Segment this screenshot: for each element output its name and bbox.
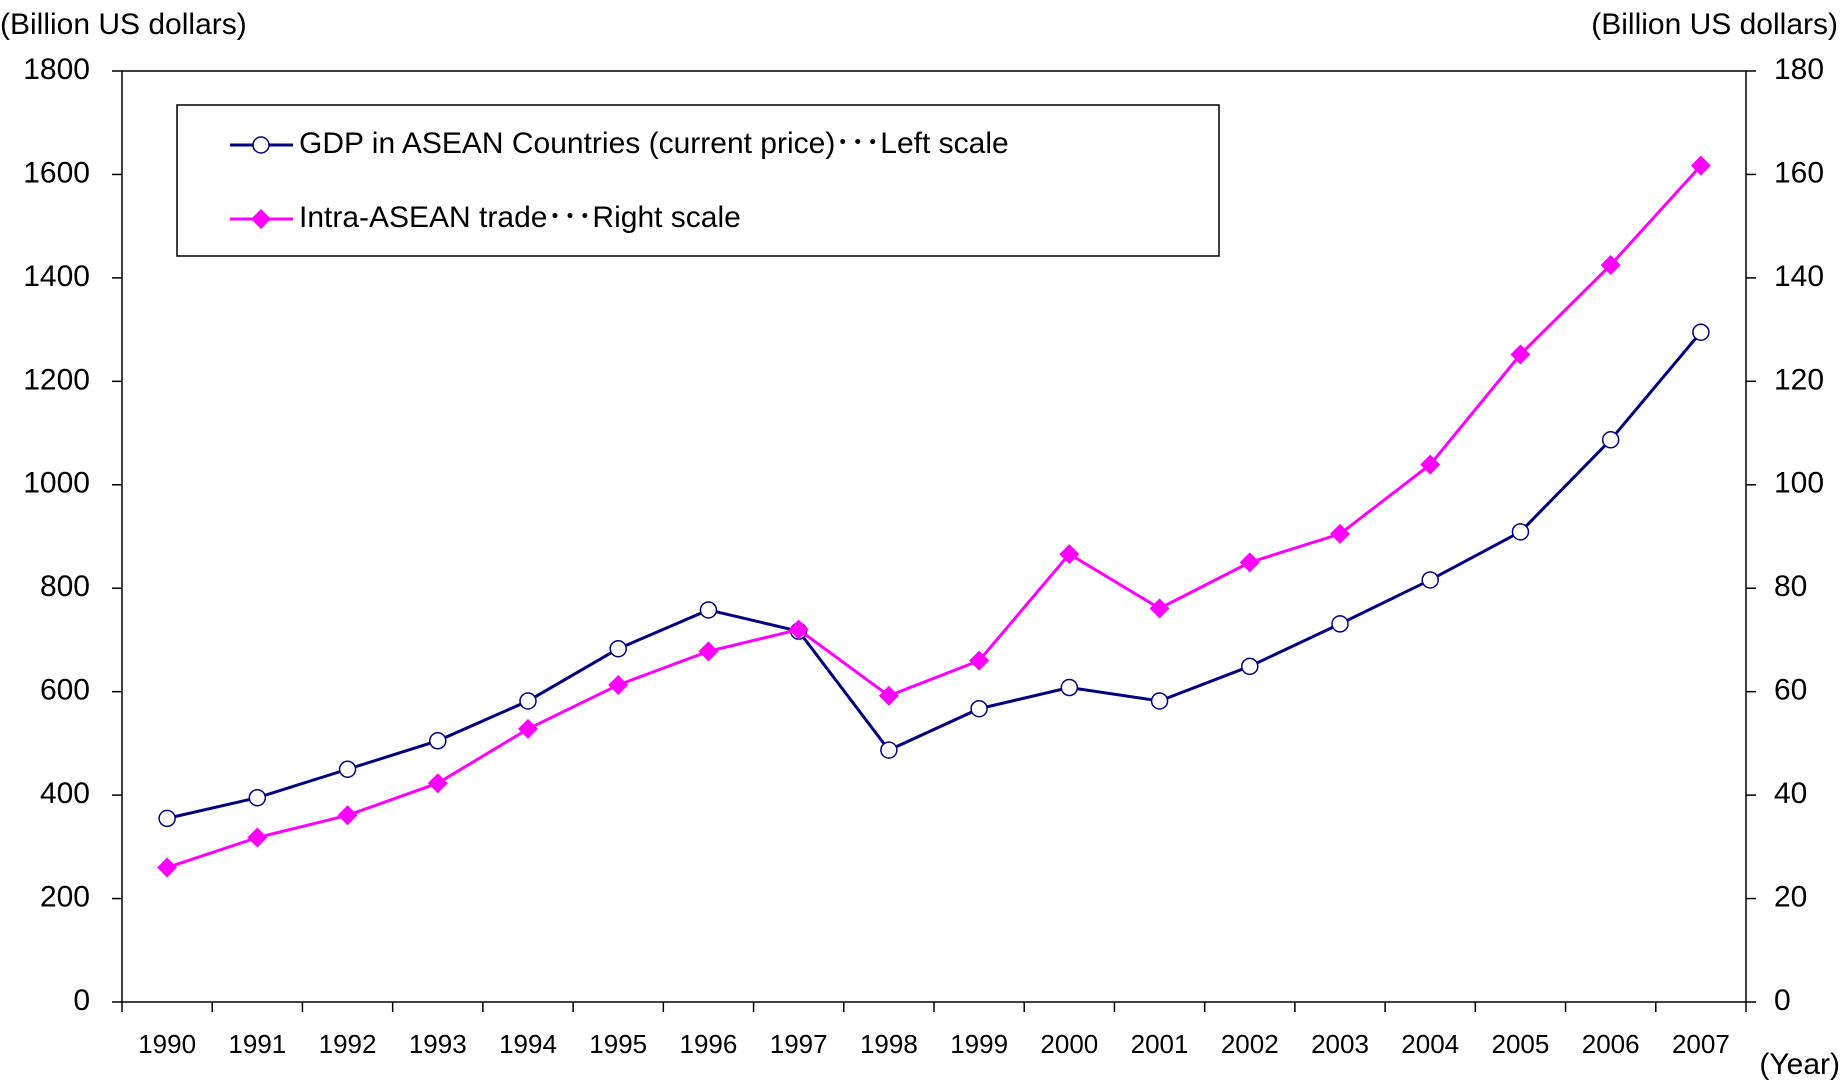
y-tick-label: 1000 — [23, 467, 90, 500]
point — [1060, 678, 1079, 697]
series-line — [166, 164, 1703, 869]
x-tick-label: 1993 — [409, 1029, 467, 1059]
point — [518, 718, 538, 739]
point — [878, 685, 899, 706]
point — [969, 650, 990, 671]
x-tick-label: 2000 — [1040, 1029, 1098, 1059]
point — [1511, 523, 1530, 541]
y-tick-label: 400 — [40, 777, 90, 810]
series-line — [166, 331, 1703, 820]
point — [519, 692, 537, 710]
x-tick-label: 2007 — [1672, 1029, 1730, 1059]
y2-tick-label: 0 — [1774, 984, 1791, 1017]
point — [609, 639, 627, 658]
point — [1510, 344, 1531, 365]
y2-axis-title: (Billion US dollars) — [1591, 8, 1838, 41]
point — [1420, 454, 1441, 475]
y2-tick-label: 60 — [1774, 674, 1807, 707]
point — [970, 699, 988, 718]
y-tick-label: 200 — [40, 880, 90, 913]
x-tick-label: 1995 — [589, 1029, 647, 1059]
point — [429, 732, 447, 750]
y2-tick-label: 20 — [1774, 880, 1807, 913]
point — [1600, 254, 1621, 275]
y-tick-label: 800 — [40, 570, 90, 603]
y2-tick-label: 80 — [1774, 570, 1807, 603]
point — [698, 641, 719, 662]
point — [1059, 544, 1080, 565]
y-axis-title: (Billion US dollars) — [0, 8, 247, 41]
y2-tick-label: 100 — [1774, 467, 1824, 500]
x-tick-label: 1998 — [860, 1029, 918, 1059]
point — [427, 773, 448, 794]
y2-tick-label: 140 — [1774, 260, 1824, 293]
y-tick-label: 1200 — [23, 363, 90, 396]
y-tick-label: 1800 — [23, 53, 90, 86]
legend-label: GDP in ASEAN Countries (current price)･･… — [299, 127, 1009, 160]
point — [1239, 552, 1260, 573]
x-tick-label: 1994 — [499, 1029, 557, 1059]
y-tick-label: 600 — [40, 674, 90, 707]
point — [337, 805, 358, 826]
legend-label: Intra-ASEAN trade･･･Right scale — [299, 201, 741, 234]
point — [338, 760, 357, 778]
x-tick-label: 1996 — [680, 1029, 738, 1059]
point — [699, 601, 718, 619]
point — [1241, 657, 1259, 676]
point — [1330, 523, 1350, 544]
point — [608, 674, 629, 695]
point — [158, 809, 176, 828]
point — [251, 209, 271, 229]
x-tick-label: 1992 — [319, 1029, 377, 1059]
point — [252, 136, 270, 154]
point — [248, 788, 267, 807]
y-tick-label: 1400 — [23, 260, 90, 293]
x-tick-label: 1991 — [228, 1029, 286, 1059]
x-tick-label: 2006 — [1582, 1029, 1640, 1059]
legend-box — [176, 104, 1220, 257]
y2-tick-label: 120 — [1774, 363, 1824, 396]
x-tick-label: 1997 — [770, 1029, 828, 1059]
point — [157, 857, 178, 878]
x-tick-label: 2001 — [1131, 1029, 1189, 1059]
x-tick-label: 1990 — [138, 1029, 196, 1059]
x-tick-label: 2005 — [1492, 1029, 1550, 1059]
y-tick-label: 1600 — [23, 156, 90, 189]
y2-tick-label: 160 — [1774, 156, 1824, 189]
point — [880, 741, 898, 759]
y-tick-label: 0 — [73, 984, 90, 1017]
point — [788, 619, 809, 640]
point — [1692, 323, 1710, 341]
point — [1421, 571, 1439, 589]
point — [1601, 431, 1620, 449]
x-tick-label: 2002 — [1221, 1029, 1279, 1059]
point — [247, 827, 268, 848]
x-tick-label: 2003 — [1311, 1029, 1369, 1059]
y2-tick-label: 180 — [1774, 53, 1824, 86]
point — [1690, 155, 1711, 176]
point — [1149, 598, 1170, 619]
x-axis-title: (Year) — [1759, 1048, 1840, 1081]
point — [1331, 615, 1349, 633]
point — [1150, 692, 1169, 710]
x-tick-label: 1999 — [950, 1029, 1008, 1059]
y2-tick-label: 40 — [1774, 777, 1807, 810]
x-tick-label: 2004 — [1401, 1029, 1459, 1059]
